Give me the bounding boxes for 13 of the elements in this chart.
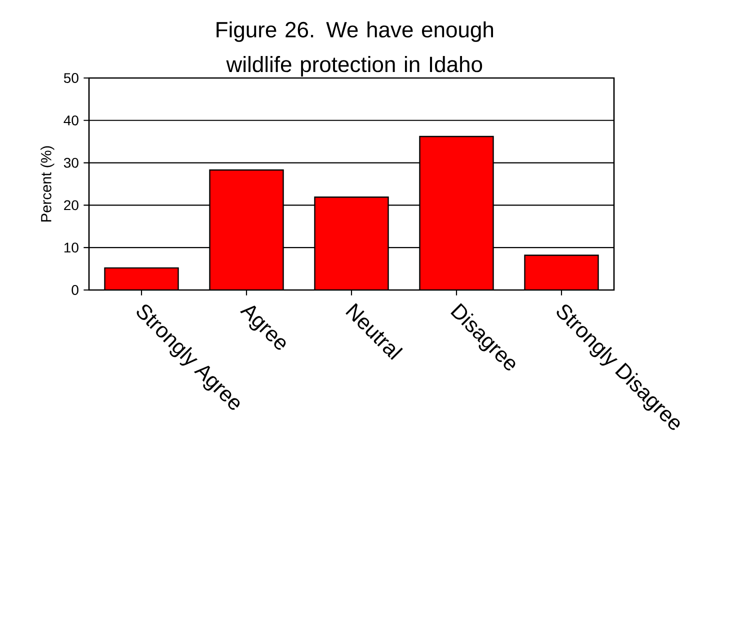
y-tick-label: 0	[72, 285, 78, 295]
bar	[104, 268, 178, 290]
y-tick-label: 30	[64, 158, 78, 168]
bar	[420, 136, 494, 290]
y-tick-label: 20	[64, 200, 78, 210]
y-axis-title: Percent (%)	[40, 146, 54, 222]
y-tick-label: 50	[64, 73, 78, 83]
bar	[314, 197, 388, 290]
y-tick-label: 10	[64, 242, 78, 253]
bar	[524, 254, 599, 290]
chart-title: Figure 26. We have enough wildlife protection in Idaho	[216, 21, 494, 77]
bar	[210, 170, 284, 290]
y-tick-label: 40	[64, 115, 78, 126]
